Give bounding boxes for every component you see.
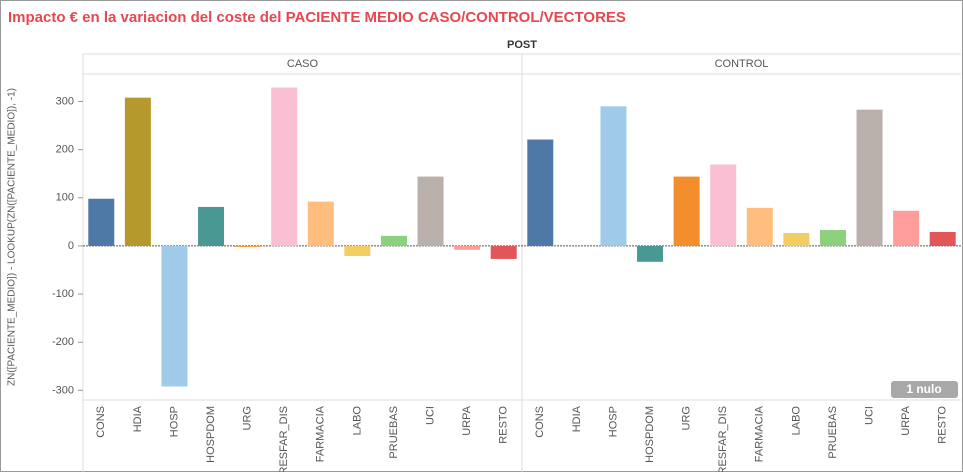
bar (88, 198, 115, 246)
x-tick-label: RESTO (498, 406, 510, 444)
x-tick-label: CONS (534, 406, 546, 438)
bar (856, 109, 883, 246)
bar (527, 139, 554, 246)
x-tick-label: HDIA (132, 405, 144, 432)
x-tick-label: LABO (790, 406, 802, 436)
bar (454, 245, 481, 250)
null-badge (891, 381, 958, 398)
x-tick-label: FARMACIA (754, 405, 766, 462)
x-tick-label: HOSP (168, 406, 180, 437)
x-tick-label: CONS (95, 406, 107, 438)
bar (161, 245, 188, 387)
bar (600, 106, 627, 246)
y-tick-label: 200 (56, 144, 74, 156)
x-tick-label: FARMACIA (315, 405, 327, 462)
x-tick-label: LABO (351, 406, 363, 436)
column-header: POST (507, 39, 537, 51)
panel-header: CONTROL (715, 58, 769, 70)
x-tick-label: HDIA (571, 405, 583, 432)
bar (124, 97, 151, 246)
x-tick-label: UCI (863, 406, 875, 425)
y-tick-label: -300 (52, 384, 74, 396)
bar (929, 231, 956, 246)
bar (710, 164, 737, 246)
y-tick-label: 0 (68, 240, 74, 252)
x-tick-label: RESTO (937, 406, 949, 444)
bar (271, 87, 298, 246)
x-tick-label: PRUEBAS (388, 406, 400, 459)
x-tick-label: URG (242, 406, 254, 430)
x-tick-label: HOSPDOM (644, 406, 656, 463)
bar (417, 176, 444, 246)
x-tick-label: PRUEBAS (827, 406, 839, 459)
x-tick-label: PRESFAR_DIS (278, 406, 290, 472)
bar (380, 235, 407, 246)
bar (893, 210, 920, 246)
bar (307, 201, 334, 246)
x-tick-label: URPA (461, 405, 473, 435)
y-tick-label: 100 (56, 192, 74, 204)
y-tick-label: -200 (52, 336, 74, 348)
chart-title: Impacto € en la variacion del coste del … (8, 9, 626, 26)
null-indicator: 1 nulo (906, 382, 941, 396)
bar (490, 245, 517, 259)
x-tick-label: PRESFAR_DIS (717, 406, 729, 472)
bar (198, 206, 225, 246)
y-tick-label: -100 (52, 288, 74, 300)
bar (234, 245, 261, 247)
x-tick-label: URPA (900, 405, 912, 435)
bar (637, 245, 664, 262)
y-tick-label: 300 (56, 95, 74, 107)
bar (344, 245, 371, 257)
x-tick-label: URG (681, 406, 693, 430)
bar (819, 230, 846, 246)
panel-header: CASO (287, 58, 319, 70)
x-tick-label: HOSPDOM (205, 406, 217, 463)
y-axis-label: ZN([PACIENTE_MEDIO]) - LOOKUP(ZN([PACIEN… (7, 88, 18, 386)
bar (783, 232, 810, 246)
bar (673, 176, 700, 246)
x-tick-label: HOSP (607, 406, 619, 437)
bar (746, 207, 773, 246)
x-tick-label: UCI (424, 406, 436, 425)
